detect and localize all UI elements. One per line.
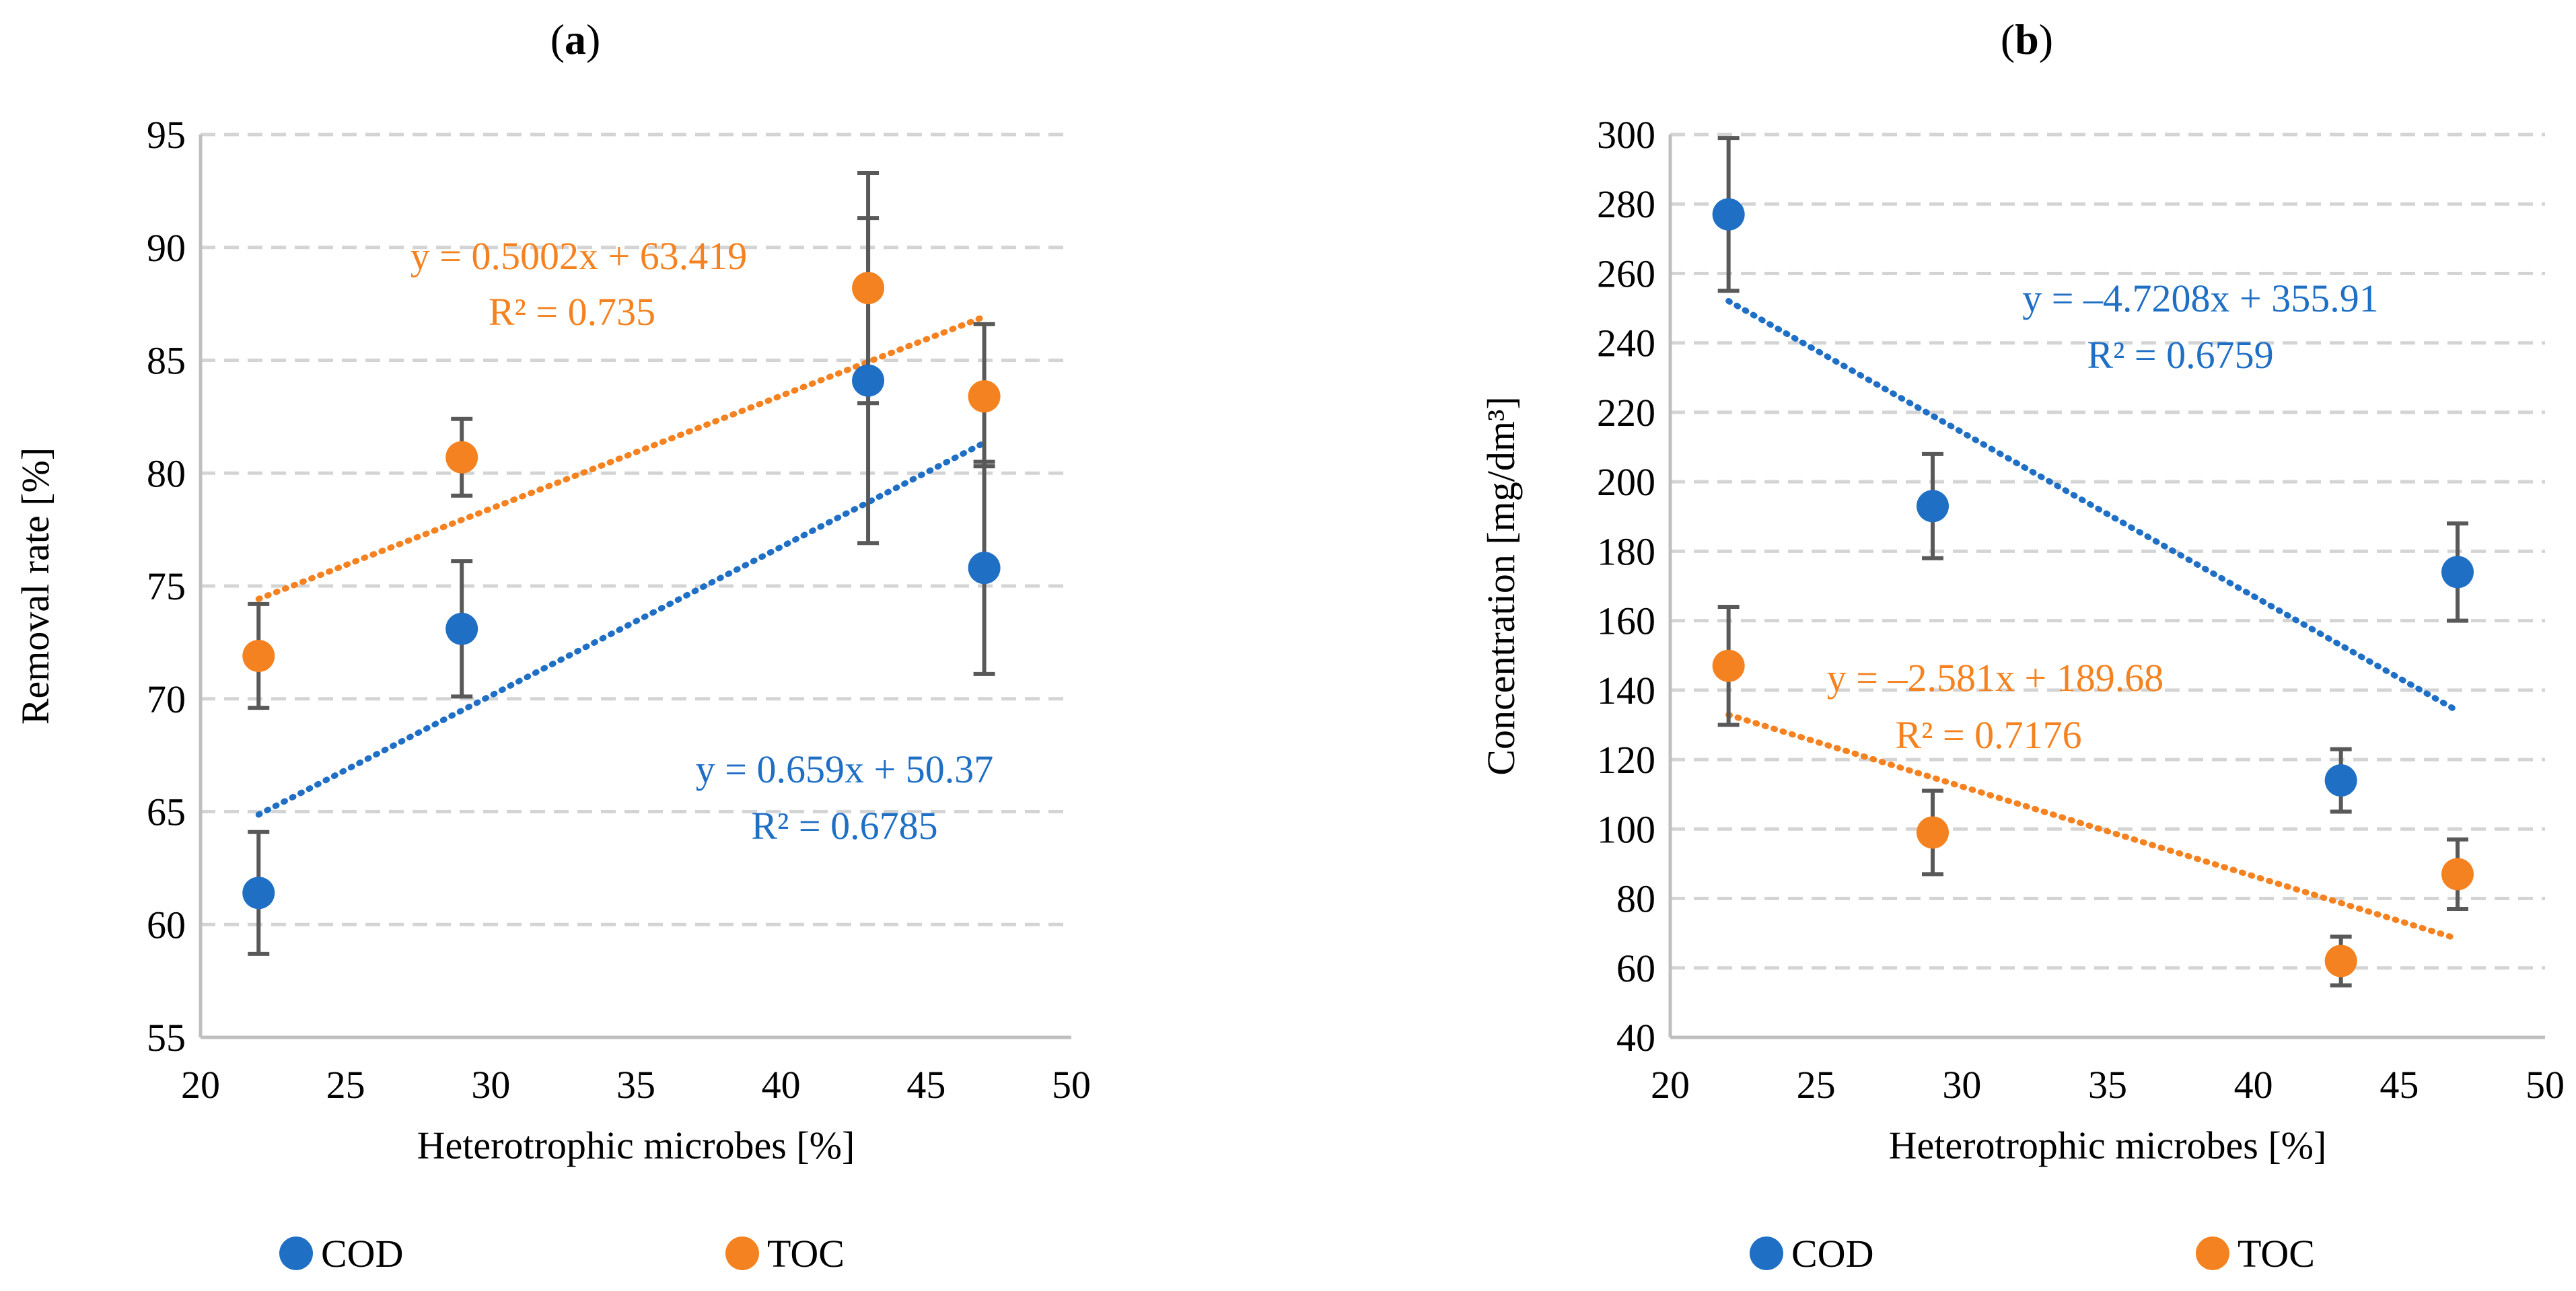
panel-a-letter: a: [565, 15, 586, 63]
x-tick-label: 45: [2380, 1063, 2419, 1107]
x-tick-label: 30: [471, 1063, 510, 1107]
panel-a-label: (a): [550, 15, 601, 63]
panel-b-toc-r2: R² = 0.7176: [1895, 713, 2081, 757]
toc-point: [2324, 945, 2357, 978]
panel-b-label: (b): [2001, 15, 2053, 63]
toc-trendline: [255, 313, 988, 602]
y-tick-label: 200: [1597, 460, 1655, 504]
panel-a-gridlines: [201, 133, 1071, 926]
panel-b-cod-r2: R² = 0.6759: [2087, 333, 2273, 377]
y-tick-label: 280: [1597, 182, 1655, 226]
panel-b-letter: b: [2015, 15, 2039, 63]
panel-b-legend-cod-label: COD: [1791, 1232, 1873, 1276]
cod-point: [2324, 764, 2357, 797]
cod-trendline: [255, 439, 988, 818]
x-tick-label: 35: [2088, 1063, 2127, 1107]
panel-b-legend-cod-marker: [1750, 1237, 1783, 1270]
panel-b-toc-equation: y = –2.581x + 189.68: [1827, 656, 2163, 700]
panel-b-legend-toc-label: TOC: [2238, 1232, 2315, 1276]
y-tick-label: 65: [147, 790, 186, 834]
x-tick-label: 30: [1942, 1063, 1981, 1107]
toc-point: [1712, 649, 1745, 682]
panel-a-y-axis-title: Removal rate [%]: [13, 447, 57, 725]
panel-a-cod-equation: y = 0.659x + 50.37: [696, 747, 993, 791]
y-tick-label: 85: [147, 339, 186, 383]
y-tick-label: 80: [1616, 877, 1655, 921]
x-tick-label: 25: [326, 1063, 365, 1107]
cod-point: [445, 612, 478, 645]
y-tick-label: 240: [1597, 322, 1655, 365]
panel-a-legend: COD TOC: [279, 1232, 845, 1276]
panel-b-x-tick-labels: 20 25 30 35 40 45 50: [1651, 1063, 2565, 1107]
toc-point: [968, 380, 1001, 413]
y-tick-label: 90: [147, 226, 186, 270]
y-tick-label: 80: [147, 451, 186, 495]
panel-a-legend-toc-marker: [725, 1237, 759, 1270]
toc-point: [445, 441, 478, 474]
x-tick-label: 50: [1052, 1063, 1091, 1107]
x-tick-label: 20: [1651, 1063, 1690, 1107]
panel-b-points: [1712, 198, 2474, 978]
y-tick-label: 55: [147, 1016, 186, 1060]
toc-point: [852, 272, 885, 305]
panel-b-legend-toc-marker: [2196, 1237, 2229, 1270]
x-tick-label: 45: [906, 1063, 945, 1107]
toc-point: [2441, 858, 2474, 891]
y-tick-label: 300: [1597, 113, 1655, 157]
y-tick-label: 95: [147, 113, 186, 157]
y-tick-label: 40: [1616, 1016, 1655, 1060]
y-tick-label: 60: [147, 903, 186, 947]
panel-a-cod-r2: R² = 0.6785: [751, 804, 937, 848]
x-tick-label: 20: [181, 1063, 220, 1107]
y-tick-label: 60: [1616, 947, 1655, 990]
toc-trendline: [1725, 712, 2461, 943]
panel-a-toc-r2: R² = 0.735: [489, 290, 655, 334]
toc-point: [242, 640, 275, 673]
cod-point: [852, 364, 885, 397]
cod-point: [968, 552, 1001, 585]
panel-a-y-tick-labels: 55 60 65 70 75 80 85 90 95: [147, 113, 186, 1060]
panel-a-trendlines: [255, 313, 988, 818]
x-tick-label: 50: [2526, 1063, 2565, 1107]
panel-a-toc-equation: y = 0.5002x + 63.419: [410, 234, 747, 278]
panel-b-legend: COD TOC: [1750, 1232, 2315, 1276]
y-tick-label: 100: [1597, 807, 1655, 851]
toc-point: [1917, 816, 1949, 849]
panel-b-error-bars: [1717, 136, 2468, 988]
panel-b-trendlines: [1725, 297, 2461, 943]
y-tick-label: 140: [1597, 669, 1655, 712]
cod-point: [242, 877, 275, 910]
panel-a-legend-cod-marker: [279, 1237, 313, 1270]
y-tick-label: 260: [1597, 252, 1655, 295]
y-tick-label: 160: [1597, 599, 1655, 643]
panel-a: (a) 55 60 65 70 75 80 85 90 95 20 25 30 35 40 45 50 He…: [13, 15, 1091, 1276]
panel-b-y-tick-labels: 40 60 80 100 120 140 160 180 200 220 240 260 280 300: [1597, 113, 1655, 1060]
panel-a-legend-toc-label: TOC: [767, 1232, 845, 1276]
panel-a-points: [242, 272, 1001, 910]
y-tick-label: 180: [1597, 529, 1655, 573]
y-tick-label: 120: [1597, 738, 1655, 782]
panel-b-gridlines: [1670, 133, 2545, 970]
panel-a-x-axis-title: Heterotrophic microbes [%]: [417, 1123, 855, 1167]
cod-point: [1917, 490, 1949, 523]
panel-b-x-axis-title: Heterotrophic microbes [%]: [1889, 1123, 2327, 1167]
panel-a-x-tick-labels: 20 25 30 35 40 45 50: [181, 1063, 1091, 1107]
cod-trendline: [1725, 297, 2461, 714]
y-tick-label: 220: [1597, 391, 1655, 435]
panel-b: (b) 40 60 80 100 120 140 160 180 200 220 240 260 280…: [1479, 15, 2565, 1276]
panel-b-y-axis-title: Concentration [mg/dm³]: [1479, 396, 1523, 775]
y-tick-label: 70: [147, 677, 186, 721]
cod-point: [2441, 556, 2474, 589]
x-tick-label: 35: [616, 1063, 655, 1107]
cod-point: [1712, 198, 1745, 231]
x-tick-label: 40: [2234, 1063, 2273, 1107]
panel-b-cod-equation: y = –4.7208x + 355.91: [2022, 276, 2378, 320]
x-tick-label: 40: [762, 1063, 801, 1107]
x-tick-label: 25: [1797, 1063, 1836, 1107]
panel-a-legend-cod-label: COD: [321, 1232, 403, 1276]
y-tick-label: 75: [147, 564, 186, 608]
